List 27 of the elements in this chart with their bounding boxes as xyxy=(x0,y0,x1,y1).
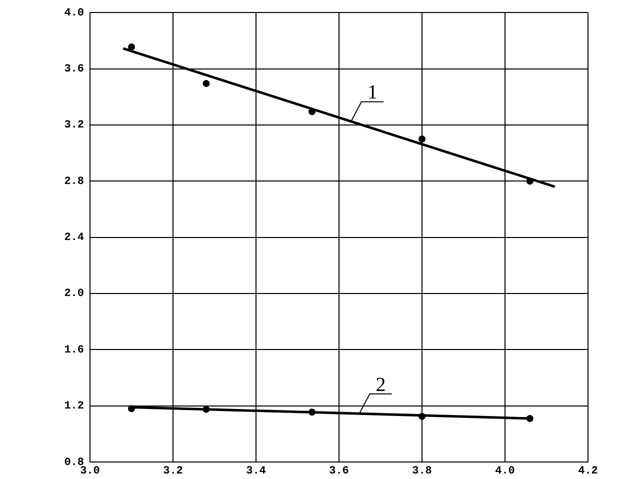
y-tick-label: 1.6 xyxy=(64,344,84,356)
annotation: 2 xyxy=(376,374,386,396)
y-tick-label: 2.8 xyxy=(64,176,84,188)
point xyxy=(128,405,135,412)
y-tick-label: 2.0 xyxy=(64,288,84,300)
point xyxy=(418,135,426,142)
x-tick-label: 4.0 xyxy=(495,465,515,478)
x-tick-label: 3.4 xyxy=(246,465,266,478)
point xyxy=(526,414,534,422)
point xyxy=(202,406,210,413)
y-tick-label: 4.0 xyxy=(64,7,84,20)
x-tick-label: 4.2 xyxy=(578,465,598,478)
x-tick-label: 3.6 xyxy=(329,465,349,478)
y-tick-label: 3.6 xyxy=(64,64,84,76)
point xyxy=(526,178,534,185)
y-tick-label: 3.2 xyxy=(64,120,84,132)
point xyxy=(308,408,316,416)
annotation: 1 xyxy=(367,82,378,104)
x-tick-label: 3.2 xyxy=(163,465,183,478)
y-tick-label: 2.4 xyxy=(64,232,84,244)
point xyxy=(418,412,426,420)
point xyxy=(128,44,135,51)
x-tick-label: 3.0 xyxy=(80,465,100,478)
point xyxy=(202,80,210,88)
y-tick-label: 1.2 xyxy=(64,400,84,413)
point xyxy=(308,108,316,116)
x-tick-label: 3.8 xyxy=(412,465,432,478)
